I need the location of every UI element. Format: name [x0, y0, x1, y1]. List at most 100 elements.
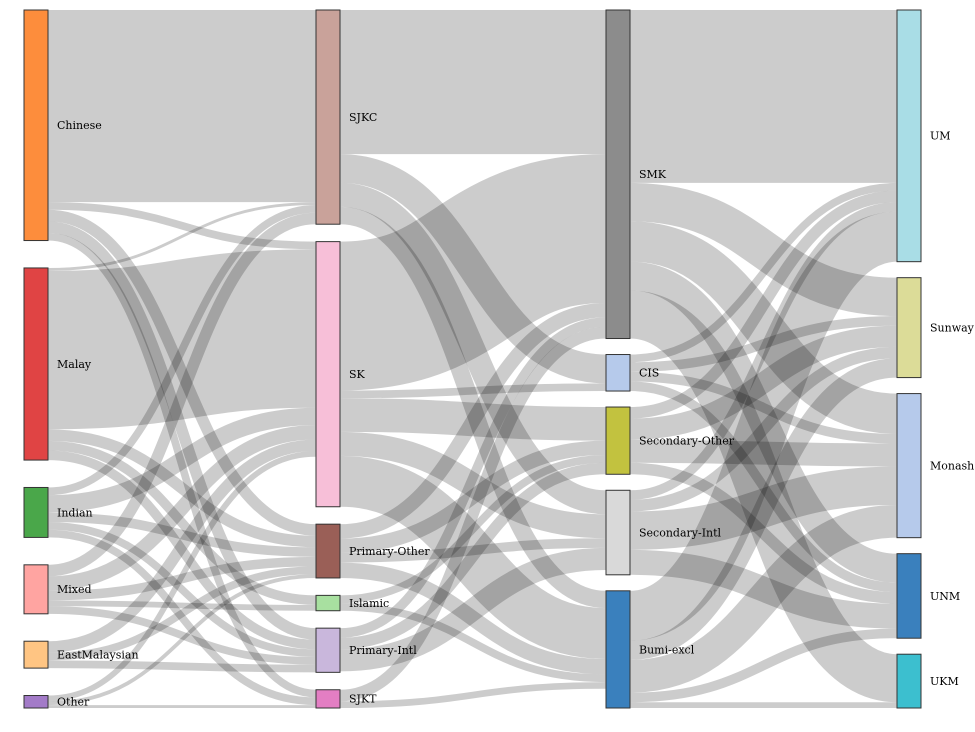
link-secondary-other-to-monash [629, 439, 898, 467]
link-indian-to-sjkt [47, 529, 317, 706]
link-sjkt-to-smk [339, 327, 607, 702]
node-smk [605, 9, 631, 340]
node-monash [896, 393, 922, 539]
node-label-unm: UNM [930, 590, 960, 603]
link-islamic-to-secondary-other [339, 455, 607, 604]
link-eastmalaysian-to-primary-other [47, 566, 317, 661]
link-primary-other-to-bumi-excl [339, 562, 607, 675]
link-bumi-excl-to-unm [629, 628, 898, 703]
node-label-smk: SMK [639, 168, 667, 181]
link-mixed-to-primary-other [47, 556, 317, 601]
node-malay [23, 267, 49, 461]
link-secondary-intl-to-um [629, 202, 898, 500]
node-bumi-excl [605, 590, 631, 709]
link-other-to-primary-other [47, 574, 317, 706]
link-indian-to-primary-intl [47, 522, 317, 657]
link-bumi-excl-to-monash [629, 505, 898, 693]
node-secondary-other [605, 406, 631, 475]
link-chinese-to-primary-other [47, 209, 317, 536]
node-unm [896, 553, 922, 639]
link-sjkc-to-cis [339, 154, 607, 384]
link-smk-to-ukm [627, 290, 900, 703]
node-label-cis: CIS [639, 367, 659, 380]
link-islamic-to-bumi-excl [339, 603, 607, 683]
node-label-eastmalaysian: EastMalaysian [57, 649, 139, 662]
link-chinese-to-sk [47, 202, 317, 250]
link-malay-to-islamic [47, 440, 317, 605]
node-label-primary-other: Primary-Other [349, 545, 430, 558]
link-sk-to-secondary-other [339, 398, 607, 441]
node-label-sk: SK [349, 368, 366, 381]
node-label-secondary-intl: Secondary-Intl [639, 526, 722, 539]
node-label-sjkc: SJKC [349, 111, 377, 124]
node-sunway [896, 277, 922, 379]
link-smk-to-sunway [629, 182, 898, 317]
link-secondary-intl-to-sunway [629, 346, 898, 512]
node-eastmalaysian [23, 640, 49, 669]
node-um [896, 9, 922, 263]
link-secondary-intl-to-unm [629, 549, 898, 629]
node-label-sunway: Sunway [930, 321, 975, 334]
link-sk-to-secondary-intl [339, 431, 607, 539]
node-label-ukm: UKM [930, 675, 959, 688]
link-secondary-other-to-um [629, 190, 898, 419]
link-mixed-to-sjkc [47, 212, 317, 577]
node-label-islamic: Islamic [349, 597, 389, 610]
link-sjkc-to-bumi-excl [339, 206, 607, 609]
node-islamic [315, 594, 341, 612]
link-malay-to-primary-other [47, 429, 317, 548]
node-label-malay: Malay [57, 358, 92, 371]
node-sk [315, 241, 341, 508]
link-eastmalaysian-to-primary-intl [47, 660, 317, 673]
node-label-indian: Indian [57, 506, 93, 519]
link-cis-to-sunway [629, 316, 898, 372]
link-other-to-sk [47, 451, 317, 702]
nodes-layer [23, 9, 922, 709]
link-primary-intl-to-smk [339, 317, 607, 638]
link-sk-to-cis [339, 383, 607, 399]
node-primary-intl [315, 627, 341, 673]
link-mixed-to-primary-intl [47, 606, 317, 665]
link-malay-to-sk [47, 249, 317, 430]
node-mixed [23, 564, 49, 615]
node-indian [23, 486, 49, 538]
node-chinese [23, 9, 49, 242]
node-label-bumi-excl: Bumi-excl [639, 643, 695, 656]
node-primary-other [315, 523, 341, 579]
link-chinese-to-sjkt [47, 232, 317, 698]
node-label-sjkt: SJKT [349, 693, 377, 706]
node-label-chinese: Chinese [57, 119, 102, 132]
link-mixed-to-islamic [47, 600, 317, 611]
link-malay-to-primary-intl [47, 450, 317, 650]
link-mixed-to-sk [47, 425, 317, 591]
link-cis-to-um [629, 182, 898, 363]
link-primary-other-to-secondary-other [339, 440, 607, 553]
link-sk-to-bumi-excl [338, 455, 608, 660]
labels-layer: Chinese Malay Indian Mixed EastMalaysian Othe… [57, 111, 975, 709]
node-sjkc [315, 9, 341, 225]
link-primary-other-to-smk [339, 302, 607, 539]
node-cis [605, 354, 631, 392]
node-label-secondary-other: Secondary-Other [639, 435, 735, 448]
link-bumi-excl-to-um [627, 211, 900, 641]
link-sjkc-to-secondary-intl [339, 182, 607, 515]
link-sk-to-smk [337, 154, 609, 391]
link-smk-to-monash [629, 221, 898, 434]
node-label-mixed: Mixed [57, 583, 92, 596]
link-sjkt-to-bumi-excl [339, 682, 607, 709]
link-cis-to-monash [629, 371, 898, 444]
link-eastmalaysian-to-sk [47, 439, 317, 653]
node-label-um: UM [930, 130, 951, 143]
link-indian-to-sk [47, 407, 317, 513]
node-ukm [896, 653, 922, 709]
link-secondary-other-to-sunway [629, 325, 898, 440]
node-label-other: Other [57, 696, 90, 709]
node-secondary-intl [605, 489, 631, 576]
node-label-primary-intl: Primary-Intl [349, 644, 417, 657]
links-layer [47, 9, 900, 709]
link-primary-intl-to-secondary-other [339, 462, 607, 650]
link-secondary-intl-to-monash [629, 466, 898, 550]
link-smk-to-unm [629, 261, 898, 583]
node-other [23, 695, 49, 709]
